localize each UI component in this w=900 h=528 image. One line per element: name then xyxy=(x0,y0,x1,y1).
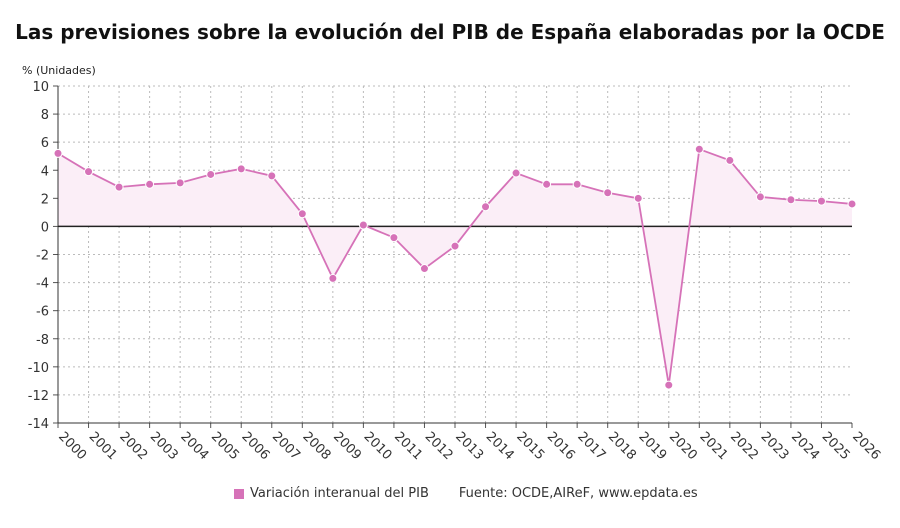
y-tick-label: 10 xyxy=(32,80,49,95)
data-point xyxy=(633,193,643,203)
x-tick-label: 2014 xyxy=(483,429,517,463)
data-point xyxy=(664,380,674,390)
data-point xyxy=(114,182,124,192)
x-tick-label: 2018 xyxy=(605,429,639,463)
y-tick-label: -4 xyxy=(36,277,49,292)
x-tick-label: 2003 xyxy=(147,429,181,463)
data-point xyxy=(297,209,307,219)
y-axis-unit-label: % (Unidades) xyxy=(22,64,96,77)
data-point xyxy=(572,179,582,189)
y-tick-label: 0 xyxy=(41,220,49,235)
x-tick-label: 2012 xyxy=(422,429,456,463)
x-tick-label: 2026 xyxy=(849,429,883,463)
data-point xyxy=(84,167,94,177)
x-tick-label: 2020 xyxy=(666,429,700,463)
x-tick-label: 2006 xyxy=(238,429,272,463)
y-tick-label: 8 xyxy=(41,108,49,123)
x-tick-label: 2007 xyxy=(269,429,303,463)
data-point xyxy=(847,199,857,209)
x-tick-label: 2010 xyxy=(361,429,395,463)
data-point xyxy=(511,168,521,178)
x-tick-label: 2024 xyxy=(788,429,822,463)
data-point xyxy=(725,155,735,165)
data-point xyxy=(175,178,185,188)
x-tick-labels: 2000200120022003200420052006200720082009… xyxy=(55,429,883,463)
x-tick-label: 2023 xyxy=(758,429,792,463)
x-tick-label: 2011 xyxy=(391,429,425,463)
y-tick-labels: 10 8 6 4 2 0 -2 -4 -6 -8 -10 -12 -14 xyxy=(28,80,49,432)
data-point xyxy=(542,179,552,189)
x-tick-label: 2016 xyxy=(544,429,578,463)
y-tick-label: 2 xyxy=(41,192,49,207)
source-note: Fuente: OCDE,AIReF, www.epdata.es xyxy=(458,486,698,501)
x-tick-label: 2008 xyxy=(299,429,333,463)
x-tick-label: 2017 xyxy=(574,429,608,463)
data-point xyxy=(603,188,613,198)
x-tick-label: 2004 xyxy=(177,429,211,463)
x-tick-label: 2002 xyxy=(116,429,150,463)
y-tick-label: -10 xyxy=(28,361,49,376)
data-point xyxy=(206,169,216,179)
x-tick-label: 2001 xyxy=(86,429,120,463)
x-tick-label: 2019 xyxy=(635,429,669,463)
x-tick-label: 2015 xyxy=(513,429,547,463)
marker-layer xyxy=(53,144,857,390)
data-point xyxy=(389,233,399,243)
data-point xyxy=(450,241,460,251)
area-layer xyxy=(58,149,852,386)
x-tick-label: 2022 xyxy=(727,429,761,463)
data-point xyxy=(236,164,246,174)
data-point xyxy=(481,202,491,212)
y-tick-label: 6 xyxy=(41,136,49,151)
axis-layer xyxy=(53,85,853,428)
data-point xyxy=(786,195,796,205)
data-point xyxy=(816,196,826,206)
y-tick-label: -8 xyxy=(36,333,49,348)
y-tick-label: 4 xyxy=(41,164,49,179)
series-area-fill xyxy=(58,149,852,386)
data-point xyxy=(694,144,704,154)
data-point xyxy=(145,179,155,189)
y-tick-label: -2 xyxy=(36,249,49,264)
x-tick-label: 2009 xyxy=(330,429,364,463)
y-tick-label: -6 xyxy=(36,305,49,320)
data-point xyxy=(53,148,63,158)
data-point xyxy=(755,192,765,202)
x-tick-label: 2025 xyxy=(819,429,853,463)
data-point xyxy=(267,171,277,181)
x-tick-label: 2000 xyxy=(55,429,89,463)
legend-series-label: Variación interanual del PIB xyxy=(250,486,429,501)
x-tick-label: 2021 xyxy=(696,429,730,463)
data-point xyxy=(419,264,429,274)
chart-title: Las previsiones sobre la evolución del P… xyxy=(15,20,885,44)
y-tick-label: -14 xyxy=(28,417,49,432)
x-tick-label: 2013 xyxy=(452,429,486,463)
x-tick-label: 2005 xyxy=(208,429,242,463)
data-point xyxy=(358,220,368,230)
data-point xyxy=(328,273,338,283)
legend: Variación interanual del PIB Fuente: OCD… xyxy=(234,486,698,501)
legend-swatch xyxy=(234,488,244,499)
y-tick-label: -12 xyxy=(28,389,49,404)
grid-layer xyxy=(58,85,852,424)
